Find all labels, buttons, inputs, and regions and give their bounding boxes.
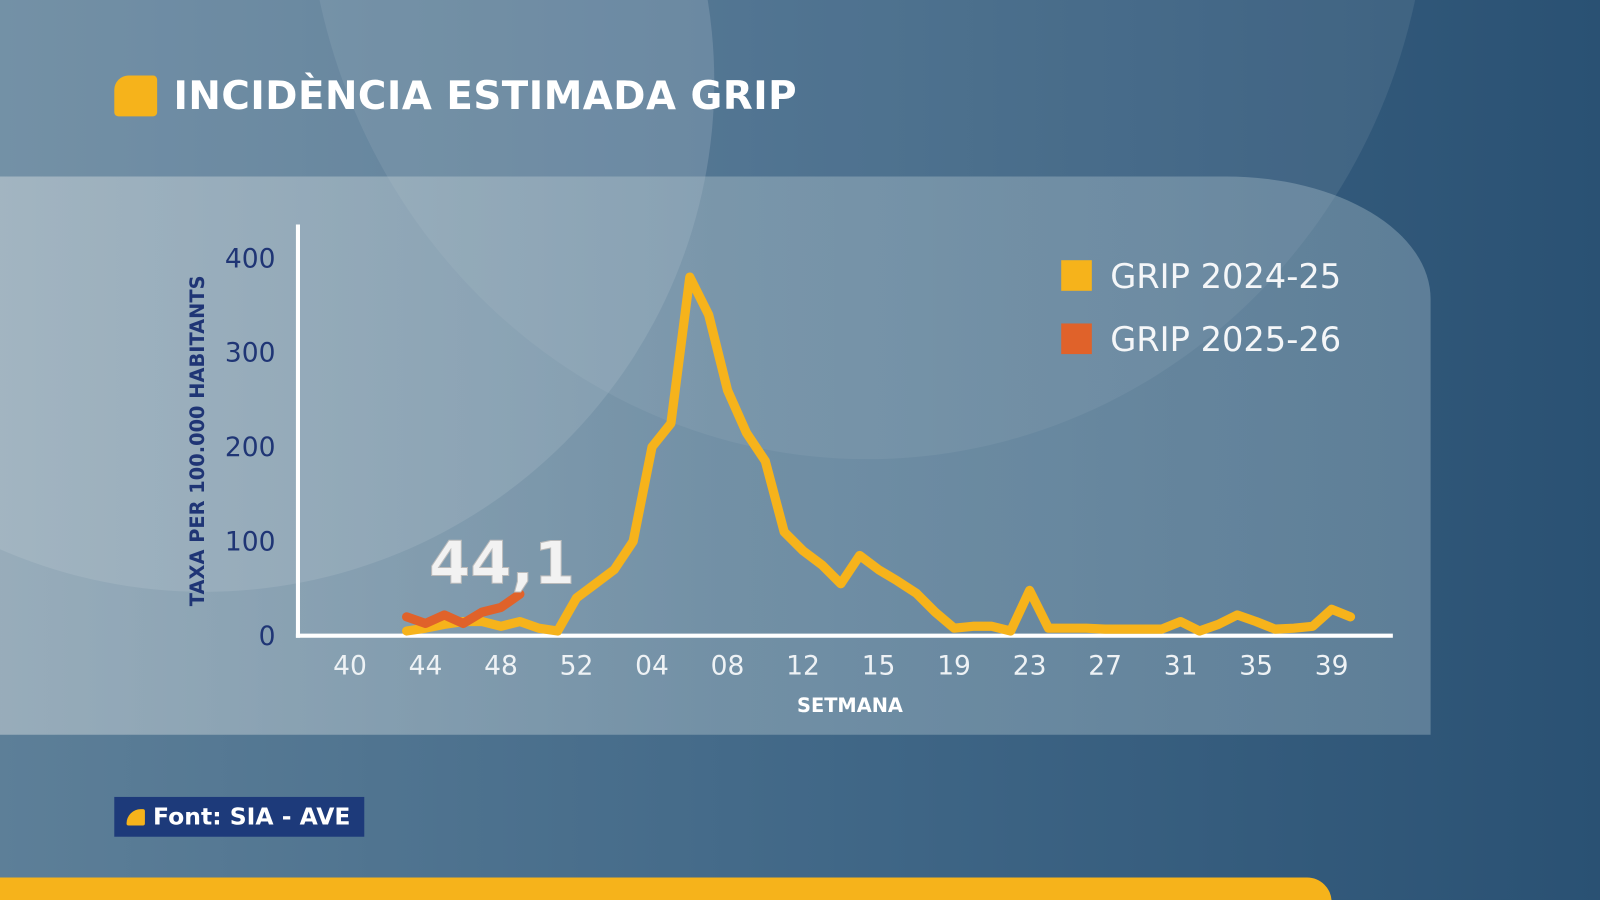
y-tick-label: 200: [225, 432, 276, 463]
x-tick-label: 04: [635, 650, 669, 681]
legend-label: GRIP 2024-25: [1110, 257, 1341, 296]
source-badge: Font: SIA - AVE: [114, 796, 365, 837]
x-tick-label: 44: [409, 650, 443, 681]
source-text: Font: SIA - AVE: [153, 803, 351, 831]
yellow-rounded-square-icon: [114, 75, 158, 117]
x-tick-label: 19: [937, 650, 971, 681]
legend-label: GRIP 2025-26: [1110, 320, 1341, 359]
legend-swatch: [1061, 323, 1092, 355]
series-line-grip-2025-26: [402, 589, 525, 629]
x-tick-label: 40: [333, 650, 367, 681]
data-annotation: 44,1: [429, 529, 575, 598]
x-tick-label: 35: [1239, 650, 1273, 681]
x-axis-label: SETMANA: [797, 694, 903, 717]
bottom-accent-bar: [0, 877, 1332, 900]
x-tick-label: 15: [862, 650, 896, 681]
x-tick-label: 23: [1013, 650, 1047, 681]
chart-panel: [0, 176, 1431, 735]
title-block: INCIDÈNCIA ESTIMADA GRIP: [114, 73, 797, 118]
legend-swatch: [1061, 260, 1092, 291]
y-tick-label: 300: [225, 338, 276, 369]
y-tick-label: 100: [225, 527, 276, 558]
y-axis-label: TAXA PER 100.000 HABITANTS: [186, 275, 209, 606]
x-tick-label: 48: [484, 650, 518, 681]
y-tick-label: 0: [259, 621, 276, 652]
y-tick-label: 400: [225, 243, 276, 274]
page-title: INCIDÈNCIA ESTIMADA GRIP: [173, 73, 798, 119]
x-tick-label: 52: [560, 650, 594, 681]
yellow-quarter-shape-icon: [126, 808, 145, 825]
x-tick-label: 39: [1315, 650, 1349, 681]
x-tick-label: 12: [786, 650, 820, 681]
x-tick-label: 08: [711, 650, 745, 681]
x-tick-label: 31: [1164, 650, 1198, 681]
x-tick-label: 27: [1088, 650, 1122, 681]
